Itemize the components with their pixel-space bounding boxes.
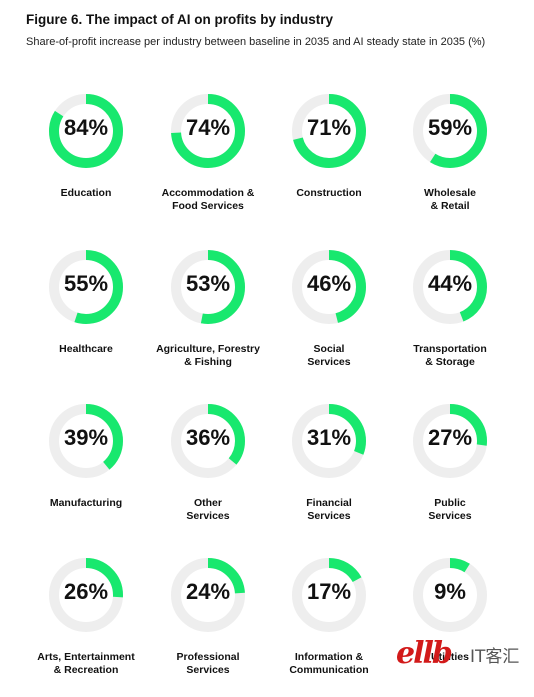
- donut-value-label: 84%: [63, 115, 109, 140]
- donut-value-label: 71%: [306, 115, 352, 140]
- donut-ring: [49, 404, 123, 478]
- donut-grid: 84% Education 74% Accommodation & Food Serv…: [25, 93, 511, 676]
- industry-label: Social Services: [307, 343, 351, 368]
- donut-value-label: 74%: [185, 115, 231, 140]
- industry-label: Education: [60, 187, 112, 199]
- industry-label: Manufacturing: [49, 497, 123, 509]
- donut-value-label: 39%: [63, 425, 109, 450]
- donut-arc: [413, 558, 487, 632]
- donut-ring: [413, 558, 487, 632]
- donut-cell: 27% Public Services: [389, 403, 511, 543]
- donut-arc: [49, 558, 123, 632]
- donut-ring: [49, 558, 123, 632]
- industry-label: Transportation & Storage: [413, 343, 487, 368]
- industry-label: Information & Communication: [289, 651, 369, 676]
- watermark-logo: ellb: [396, 636, 453, 671]
- donut-cell: 36% Other Services: [147, 403, 269, 543]
- donut-ring: [292, 558, 366, 632]
- chart-title: Figure 6. The impact of AI on profits by…: [26, 12, 334, 27]
- donut-arc: [171, 250, 245, 324]
- donut-arc: [49, 404, 123, 478]
- donut-arc: [171, 558, 245, 632]
- industry-label: Other Services: [186, 497, 230, 522]
- donut-ring: [292, 94, 366, 168]
- donut-value-label: 46%: [306, 271, 352, 296]
- donut-ring: [292, 250, 366, 324]
- donut-value-label: 9%: [434, 579, 466, 604]
- donut-value-label: 59%: [427, 115, 473, 140]
- industry-label: Accommodation & Food Services: [161, 187, 255, 212]
- donut-value-label: 24%: [185, 579, 231, 604]
- industry-label: Public Services: [428, 497, 472, 522]
- industry-label: Professional Services: [176, 651, 240, 676]
- donut-cell: 17% Information & Communication: [268, 557, 390, 697]
- donut-arc: [413, 404, 487, 478]
- donut-ring: [413, 404, 487, 478]
- watermark-text: IT客汇: [470, 647, 520, 667]
- donut-arc: [292, 250, 366, 324]
- donut-arc: [171, 94, 245, 168]
- donut-value-label: 55%: [63, 271, 109, 296]
- donut-ring: [413, 94, 487, 168]
- donut-cell: 44% Transportation & Storage: [389, 249, 511, 389]
- donut-cell: 31% Financial Services: [268, 403, 390, 543]
- donut-arc: [171, 404, 245, 478]
- donut-arc: [49, 94, 123, 168]
- donut-ring: [171, 250, 245, 324]
- industry-label: Agriculture, Forestry & Fishing: [156, 343, 260, 368]
- donut-value-label: 17%: [306, 579, 352, 604]
- industry-label: Financial Services: [306, 497, 352, 522]
- donut-cell: 59% Wholesale & Retail: [389, 93, 511, 233]
- industry-label: Wholesale & Retail: [424, 187, 476, 212]
- donut-ring: [49, 250, 123, 324]
- donut-value-label: 27%: [427, 425, 473, 450]
- industry-label: Utilities: [431, 651, 469, 663]
- donut-cell: 46% Social Services: [268, 249, 390, 389]
- chart-subtitle: Share-of-profit increase per industry be…: [26, 36, 486, 48]
- donut-ring: [171, 94, 245, 168]
- industry-label: Construction: [296, 187, 362, 199]
- donut-arc: [413, 94, 487, 168]
- donut-arc: [413, 250, 487, 324]
- donut-cell: 74% Accommodation & Food Services: [147, 93, 269, 233]
- donut-cell: 55% Healthcare: [25, 249, 147, 389]
- donut-cell: 24% Professional Services: [147, 557, 269, 697]
- donut-cell: 9% Utilities: [389, 557, 511, 697]
- donut-cell: 53% Agriculture, Forestry & Fishing: [147, 249, 269, 389]
- donut-cell: 84% Education: [25, 93, 147, 233]
- industry-label: Arts, Entertainment & Recreation: [37, 651, 135, 676]
- donut-arc: [49, 250, 123, 324]
- watermark: ellb IT客汇: [392, 632, 532, 672]
- donut-ring: [292, 404, 366, 478]
- donut-ring: [413, 250, 487, 324]
- donut-value-label: 53%: [185, 271, 231, 296]
- industry-label: Healthcare: [59, 343, 113, 355]
- donut-cell: 71% Construction: [268, 93, 390, 233]
- donut-ring: [171, 558, 245, 632]
- donut-arc: [292, 404, 366, 478]
- donut-ring: [49, 94, 123, 168]
- donut-arc: [292, 94, 366, 168]
- donut-value-label: 36%: [185, 425, 231, 450]
- donut-ring: [171, 404, 245, 478]
- donut-value-label: 26%: [63, 579, 109, 604]
- donut-cell: 39% Manufacturing: [25, 403, 147, 543]
- donut-value-label: 44%: [427, 271, 473, 296]
- donut-value-label: 31%: [306, 425, 352, 450]
- donut-arc: [292, 558, 366, 632]
- donut-cell: 26% Arts, Entertainment & Recreation: [25, 557, 147, 697]
